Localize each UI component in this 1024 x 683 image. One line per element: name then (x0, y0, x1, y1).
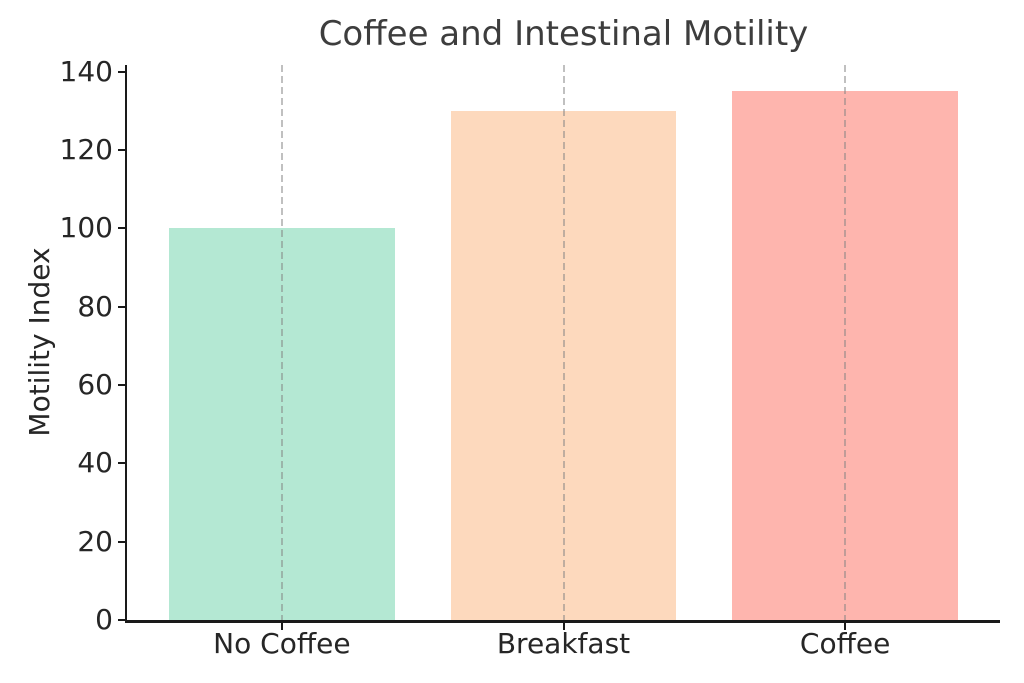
x-tick-label-no-coffee: No Coffee (213, 627, 351, 660)
y-tick-120 (118, 149, 126, 152)
y-tick-label-0: 0 (95, 603, 113, 636)
x-tick-label-coffee: Coffee (799, 627, 891, 660)
gridline-breakfast (562, 65, 565, 620)
y-tick-label-80: 80 (77, 289, 113, 323)
y-axis-spine (125, 65, 127, 623)
chart-title: Coffee and Intestinal Motility (318, 14, 809, 54)
y-tick-20 (118, 540, 126, 543)
y-tick-0 (118, 619, 126, 621)
x-tick-breakfast (562, 623, 565, 630)
x-tick-coffee (844, 623, 847, 630)
y-tick-label-100: 100 (59, 211, 113, 245)
y-tick-label-20: 20 (77, 524, 113, 558)
gridline-coffee (844, 65, 847, 620)
y-tick-label-60: 60 (77, 368, 113, 402)
x-tick-no-coffee (280, 623, 283, 630)
y-tick-label-40: 40 (77, 446, 113, 480)
y-tick-40 (118, 462, 126, 465)
y-tick-60 (118, 384, 126, 387)
x-axis-spine (125, 620, 1000, 623)
y-tick-80 (118, 305, 126, 308)
x-tick-label-breakfast: Breakfast (496, 627, 631, 660)
y-tick-140 (118, 70, 126, 73)
gridline-no-coffee (280, 65, 283, 620)
y-tick-label-120: 120 (59, 133, 113, 167)
y-tick-100 (118, 227, 126, 230)
y-tick-label-140: 140 (59, 54, 113, 88)
